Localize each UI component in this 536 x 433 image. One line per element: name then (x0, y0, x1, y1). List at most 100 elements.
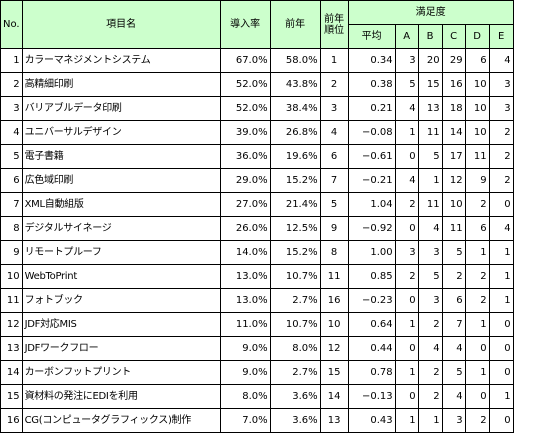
satisfaction-average-cell[interactable]: 1.00 (347, 240, 396, 265)
satisfaction-b-cell[interactable]: 15 (417, 72, 443, 97)
satisfaction-e-cell[interactable]: 2 (488, 168, 514, 193)
previous-year-rate-cell[interactable]: 3.6% (269, 408, 321, 433)
satisfaction-b-cell[interactable]: 13 (417, 96, 443, 121)
adoption-rate-cell[interactable]: 29.0% (219, 168, 271, 193)
satisfaction-e-cell[interactable]: 1 (488, 264, 514, 289)
satisfaction-c-cell[interactable]: 16 (441, 72, 466, 97)
previous-year-rate-cell[interactable]: 38.4% (269, 96, 321, 121)
satisfaction-d-cell[interactable]: 1 (464, 312, 490, 337)
satisfaction-average-cell[interactable]: −0.08 (347, 120, 396, 145)
satisfaction-average-cell[interactable]: −0.92 (347, 216, 396, 241)
satisfaction-average-cell[interactable]: 0.64 (347, 312, 396, 337)
satisfaction-average-cell[interactable]: 0.38 (347, 72, 396, 97)
satisfaction-c-cell[interactable]: 17 (441, 144, 466, 169)
previous-year-rate-cell[interactable]: 10.7% (269, 264, 321, 289)
satisfaction-b-cell[interactable]: 20 (417, 48, 443, 73)
item-name-cell[interactable]: JDF対応MIS (21, 312, 221, 337)
satisfaction-b-cell[interactable]: 11 (417, 192, 443, 217)
satisfaction-e-cell[interactable]: 0 (488, 336, 514, 361)
item-name-cell[interactable]: バリアブルデータ印刷 (21, 96, 221, 121)
satisfaction-b-cell[interactable]: 2 (417, 360, 443, 385)
previous-year-rate-cell[interactable]: 26.8% (269, 120, 321, 145)
satisfaction-average-cell[interactable]: −0.13 (347, 384, 396, 409)
item-name-cell[interactable]: カーボンフットプリント (21, 360, 221, 385)
satisfaction-e-cell[interactable]: 0 (488, 312, 514, 337)
satisfaction-c-cell[interactable]: 3 (441, 408, 466, 433)
previous-rank-cell[interactable]: 13 (319, 408, 349, 433)
item-name-cell[interactable]: 広色域印刷 (21, 168, 221, 193)
satisfaction-a-cell[interactable]: 2 (394, 264, 419, 289)
previous-year-rate-cell[interactable]: 8.0% (269, 336, 321, 361)
satisfaction-a-cell[interactable]: 1 (394, 312, 419, 337)
item-name-cell[interactable]: フォトブック (21, 288, 221, 313)
satisfaction-a-cell[interactable]: 4 (394, 96, 419, 121)
satisfaction-c-cell[interactable]: 2 (441, 264, 466, 289)
satisfaction-d-cell[interactable]: 1 (464, 240, 490, 265)
row-number-cell[interactable]: 15 (0, 384, 23, 409)
satisfaction-d-cell[interactable]: 10 (464, 120, 490, 145)
satisfaction-average-cell[interactable]: −0.23 (347, 288, 396, 313)
satisfaction-average-cell[interactable]: 0.78 (347, 360, 396, 385)
adoption-rate-cell[interactable]: 9.0% (219, 336, 271, 361)
row-number-cell[interactable]: 16 (0, 408, 23, 433)
satisfaction-b-cell[interactable]: 5 (417, 264, 443, 289)
satisfaction-e-cell[interactable]: 4 (488, 216, 514, 241)
item-name-cell[interactable]: CG(コンピュータグラフィックス)制作 (21, 408, 221, 433)
adoption-rate-cell[interactable]: 26.0% (219, 216, 271, 241)
previous-rank-cell[interactable]: 2 (319, 72, 349, 97)
adoption-rate-cell[interactable]: 27.0% (219, 192, 271, 217)
adoption-rate-cell[interactable]: 67.0% (219, 48, 271, 73)
item-name-cell[interactable]: カラーマネジメントシステム (21, 48, 221, 73)
previous-year-rate-cell[interactable]: 3.6% (269, 384, 321, 409)
previous-rank-cell[interactable]: 10 (319, 312, 349, 337)
satisfaction-average-cell[interactable]: 1.04 (347, 192, 396, 217)
satisfaction-a-cell[interactable]: 0 (394, 144, 419, 169)
row-number-cell[interactable]: 10 (0, 264, 23, 289)
row-number-cell[interactable]: 11 (0, 288, 23, 313)
satisfaction-b-cell[interactable]: 11 (417, 120, 443, 145)
satisfaction-c-cell[interactable]: 4 (441, 384, 466, 409)
satisfaction-c-cell[interactable]: 10 (441, 192, 466, 217)
row-number-cell[interactable]: 4 (0, 120, 23, 145)
satisfaction-e-cell[interactable]: 1 (488, 288, 514, 313)
satisfaction-d-cell[interactable]: 2 (464, 264, 490, 289)
satisfaction-a-cell[interactable]: 1 (394, 408, 419, 433)
satisfaction-average-cell[interactable]: 0.34 (347, 48, 396, 73)
row-number-cell[interactable]: 9 (0, 240, 23, 265)
satisfaction-d-cell[interactable]: 0 (464, 384, 490, 409)
row-number-cell[interactable]: 1 (0, 48, 23, 73)
adoption-rate-cell[interactable]: 13.0% (219, 264, 271, 289)
satisfaction-e-cell[interactable]: 2 (488, 120, 514, 145)
previous-rank-cell[interactable]: 3 (319, 96, 349, 121)
satisfaction-a-cell[interactable]: 1 (394, 360, 419, 385)
adoption-rate-cell[interactable]: 7.0% (219, 408, 271, 433)
satisfaction-c-cell[interactable]: 14 (441, 120, 466, 145)
satisfaction-e-cell[interactable]: 1 (488, 240, 514, 265)
previous-year-rate-cell[interactable]: 15.2% (269, 168, 321, 193)
satisfaction-d-cell[interactable]: 6 (464, 216, 490, 241)
adoption-rate-cell[interactable]: 9.0% (219, 360, 271, 385)
previous-year-rate-cell[interactable]: 15.2% (269, 240, 321, 265)
satisfaction-d-cell[interactable]: 0 (464, 336, 490, 361)
previous-rank-cell[interactable]: 14 (319, 384, 349, 409)
item-name-cell[interactable]: ユニバーサルデザイン (21, 120, 221, 145)
satisfaction-c-cell[interactable]: 5 (441, 360, 466, 385)
adoption-rate-cell[interactable]: 11.0% (219, 312, 271, 337)
item-name-cell[interactable]: 資材料の発注にEDIを利用 (21, 384, 221, 409)
satisfaction-d-cell[interactable]: 10 (464, 72, 490, 97)
previous-year-rate-cell[interactable]: 10.7% (269, 312, 321, 337)
satisfaction-d-cell[interactable]: 6 (464, 48, 490, 73)
satisfaction-average-cell[interactable]: 0.43 (347, 408, 396, 433)
row-number-cell[interactable]: 12 (0, 312, 23, 337)
previous-rank-cell[interactable]: 9 (319, 216, 349, 241)
adoption-rate-cell[interactable]: 39.0% (219, 120, 271, 145)
satisfaction-e-cell[interactable]: 3 (488, 96, 514, 121)
previous-year-rate-cell[interactable]: 21.4% (269, 192, 321, 217)
satisfaction-average-cell[interactable]: 0.85 (347, 264, 396, 289)
satisfaction-e-cell[interactable]: 3 (488, 72, 514, 97)
row-number-cell[interactable]: 3 (0, 96, 23, 121)
row-number-cell[interactable]: 5 (0, 144, 23, 169)
previous-rank-cell[interactable]: 8 (319, 240, 349, 265)
satisfaction-a-cell[interactable]: 0 (394, 336, 419, 361)
adoption-rate-cell[interactable]: 52.0% (219, 72, 271, 97)
